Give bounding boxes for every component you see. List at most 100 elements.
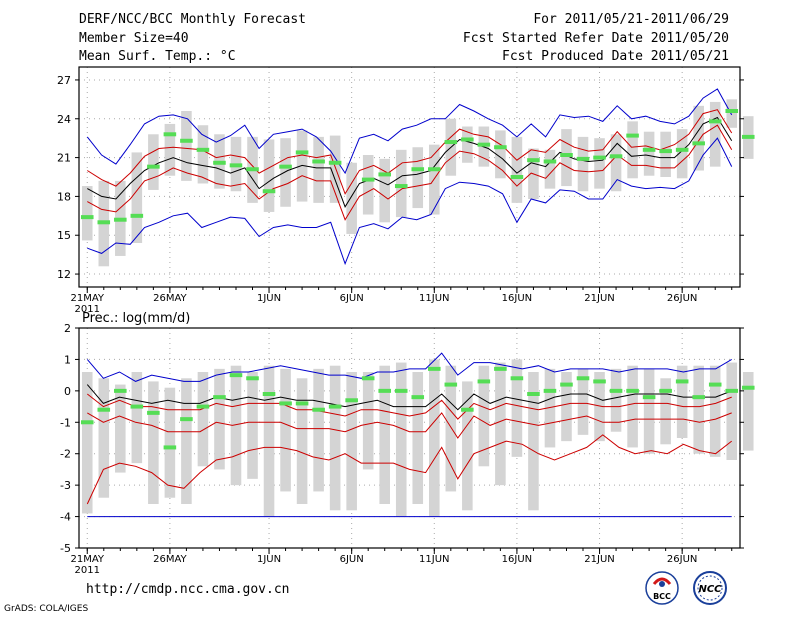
observed-marker bbox=[659, 149, 672, 154]
observed-marker bbox=[560, 153, 573, 157]
member-range-bar bbox=[148, 134, 159, 190]
produced-date: Fcst Produced Date 2011/05/21 bbox=[502, 49, 729, 64]
observed-marker bbox=[626, 388, 639, 393]
x-tick-label: 26JUN bbox=[667, 293, 697, 304]
observed-marker bbox=[345, 398, 358, 403]
y-tick-label: -2 bbox=[60, 448, 71, 461]
member-range-bar bbox=[346, 372, 357, 511]
observed-marker bbox=[80, 420, 94, 425]
member-range-bar bbox=[98, 378, 110, 498]
member-range-bar bbox=[181, 378, 192, 504]
y-tick-label: -3 bbox=[60, 479, 71, 492]
observed-marker bbox=[692, 395, 705, 400]
observed-marker bbox=[428, 366, 441, 371]
member-range-bar bbox=[346, 162, 357, 234]
plot-frame bbox=[78, 66, 741, 288]
observed-marker bbox=[741, 134, 755, 139]
y-tick-label: -4 bbox=[60, 511, 71, 524]
bcc-logo-text: BCC bbox=[653, 592, 671, 601]
observed-marker bbox=[642, 395, 656, 400]
ncc-logo: NCC bbox=[693, 571, 727, 605]
ensemble-mean-line bbox=[87, 116, 733, 208]
member-range-bar bbox=[594, 372, 605, 442]
member-range-bar bbox=[313, 368, 324, 492]
member-range-bar bbox=[115, 384, 126, 473]
observed-marker bbox=[246, 167, 259, 172]
observed-marker bbox=[262, 392, 276, 396]
member-range-bar bbox=[313, 136, 324, 203]
member-range-bar bbox=[544, 368, 556, 448]
member-range-bar bbox=[462, 126, 473, 163]
observed-marker bbox=[543, 159, 557, 164]
member-range-bar bbox=[296, 378, 308, 504]
member-range-bar bbox=[280, 368, 291, 492]
observed-marker bbox=[510, 175, 524, 179]
member-range-bar bbox=[280, 138, 291, 207]
observed-marker bbox=[163, 445, 177, 450]
observed-marker bbox=[130, 213, 144, 218]
ensemble-mean-line bbox=[86, 384, 732, 411]
observed-marker bbox=[378, 172, 391, 177]
observed-marker bbox=[130, 404, 144, 409]
observed-marker bbox=[560, 382, 573, 387]
observed-marker bbox=[229, 163, 243, 168]
x-year-label: 2011 bbox=[75, 565, 100, 576]
precip-title: Prec.: log(mm/d) bbox=[82, 311, 190, 326]
observed-marker bbox=[675, 379, 689, 384]
observed-marker bbox=[444, 140, 458, 145]
observed-marker bbox=[609, 388, 623, 393]
observed-marker bbox=[659, 388, 672, 393]
observed-marker bbox=[262, 189, 276, 194]
member-range-bar bbox=[395, 362, 407, 517]
observed-marker bbox=[494, 145, 507, 150]
member-range-bar bbox=[660, 131, 671, 177]
member-range-bar bbox=[709, 365, 721, 457]
member-range-bar bbox=[81, 372, 93, 514]
y-tick-label: 1 bbox=[64, 353, 71, 366]
max-line bbox=[86, 352, 732, 382]
observed-marker bbox=[180, 138, 193, 143]
observed-marker bbox=[147, 410, 160, 415]
max-line bbox=[86, 88, 733, 175]
observed-marker bbox=[279, 164, 292, 169]
member-range-bar bbox=[148, 381, 159, 504]
member-range-bar bbox=[428, 359, 440, 517]
source-url[interactable]: http://cmdp.ncc.cma.gov.cn bbox=[86, 582, 290, 597]
observed-marker bbox=[229, 373, 243, 378]
member-range-bar bbox=[214, 368, 225, 470]
x-tick-label: 6JUN bbox=[340, 554, 364, 565]
member-range-bar bbox=[329, 365, 341, 511]
x-tick-label: 1JUN bbox=[257, 554, 281, 565]
lower-std-line bbox=[87, 124, 733, 221]
y-tick-label: 15 bbox=[57, 229, 71, 242]
observed-marker bbox=[477, 379, 491, 384]
member-range-bar bbox=[561, 372, 572, 442]
member-range-bar bbox=[709, 101, 721, 167]
member-range-bar bbox=[395, 149, 407, 218]
observed-marker bbox=[312, 407, 325, 412]
observed-marker bbox=[328, 160, 342, 165]
member-range-bar bbox=[263, 365, 275, 517]
y-tick-label: 0 bbox=[64, 385, 71, 398]
lowest-member-line bbox=[86, 434, 733, 505]
member-range-bar bbox=[726, 362, 738, 460]
grads-credit: GrADS: COLA/IGES bbox=[4, 604, 89, 614]
member-range-bar bbox=[478, 365, 490, 467]
member-range-bar bbox=[643, 131, 655, 176]
x-tick-label: 21MAY bbox=[70, 293, 104, 304]
member-range-bar bbox=[528, 372, 539, 511]
observed-marker bbox=[510, 376, 524, 381]
member-range-bar bbox=[610, 368, 622, 432]
observed-marker bbox=[576, 156, 590, 161]
y-tick-label: -5 bbox=[60, 542, 71, 555]
member-range-bar bbox=[594, 138, 605, 189]
observed-marker bbox=[741, 385, 755, 390]
member-range-bar bbox=[164, 387, 176, 498]
observed-marker bbox=[527, 158, 540, 163]
observed-marker bbox=[411, 395, 425, 400]
x-tick-label: 11JUN bbox=[419, 554, 449, 565]
min-line bbox=[87, 137, 733, 266]
observed-marker bbox=[279, 401, 292, 406]
observed-marker bbox=[114, 217, 127, 222]
x-tick-label: 21MAY bbox=[70, 554, 104, 565]
